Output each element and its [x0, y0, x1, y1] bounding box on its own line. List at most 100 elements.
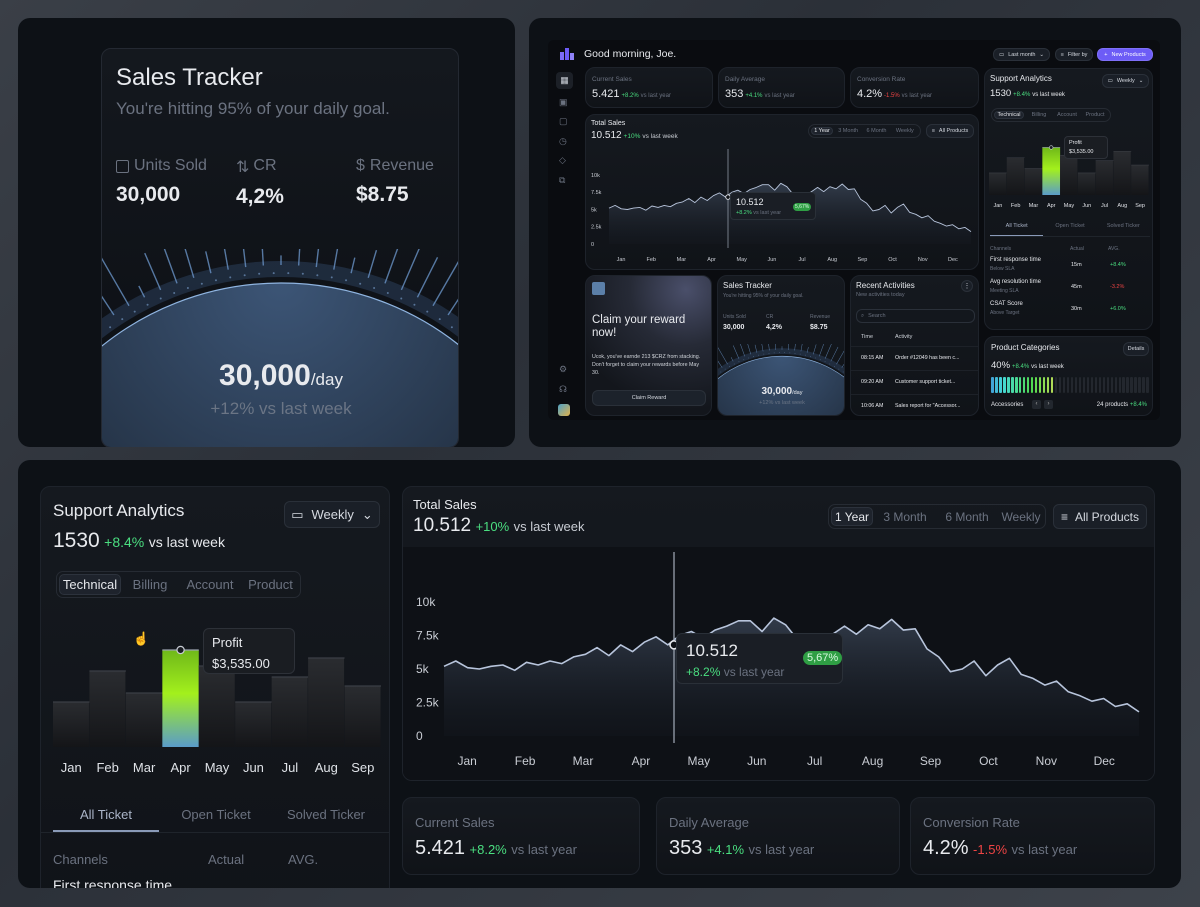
tab-billing[interactable]: Billing	[132, 577, 168, 592]
activity-time: 09:20 AM	[861, 379, 884, 385]
filter-by-button[interactable]: ≡ Filter by	[1055, 48, 1093, 61]
sidebar-inbox-icon[interactable]: ▢	[559, 116, 568, 126]
tab-all-ticket[interactable]: All Ticket	[990, 223, 1044, 236]
row-name: First response time	[990, 257, 1042, 263]
activity-search-input[interactable]: ⌕ Search	[856, 309, 975, 323]
gauge-dot	[804, 354, 806, 356]
gauge-dot	[133, 310, 136, 313]
weekly-label: Weekly	[1116, 78, 1135, 84]
tab-1-year[interactable]: 1 Year	[831, 507, 873, 526]
tooltip-change: +8.2%	[686, 665, 721, 679]
gauge-dot	[109, 326, 112, 329]
tab-account[interactable]: Account	[186, 577, 234, 592]
x-tick-label: Apr	[1047, 203, 1056, 209]
sidebar-settings-icon[interactable]: ⚙	[559, 364, 568, 374]
x-tick-label: Apr	[632, 754, 651, 768]
tab-3-month[interactable]: 3 Month	[838, 128, 859, 134]
filter-icon: ≡	[931, 128, 935, 134]
prev-category-button[interactable]: ‹	[1032, 400, 1041, 409]
search-placeholder: Search	[868, 313, 886, 319]
last-month-dropdown[interactable]: ▭ Last month ⌄	[993, 48, 1050, 61]
x-tick-label: Dec	[948, 257, 958, 263]
all-products-label: All Products	[1074, 509, 1140, 524]
tab-product[interactable]: Product	[1085, 112, 1105, 118]
tab-1-year[interactable]: 1 Year	[811, 127, 833, 135]
filter-by-label: Filter by	[1067, 51, 1088, 58]
daily-value: 30,000/day	[102, 359, 458, 393]
tab-weekly[interactable]: Weekly	[1001, 509, 1041, 524]
chevron-down-icon: ⌄	[1039, 51, 1045, 58]
category-suffix: vs last week	[1031, 364, 1064, 370]
support-tabs: Technical Billing Account Product	[56, 571, 301, 598]
support-change: +8.4%	[104, 534, 145, 550]
tab-solved-ticket[interactable]: Solved Ticker	[286, 807, 366, 822]
sidebar-clock-icon[interactable]: ◷	[559, 136, 567, 146]
sidebar-analytics-icon[interactable]: ▣	[559, 97, 568, 107]
tab-all-ticket[interactable]: All Ticket	[53, 807, 159, 832]
activity-row[interactable]: 09:20 AM Customer support ticket...	[851, 370, 978, 394]
tab-product[interactable]: Product	[248, 577, 293, 592]
tab-6-month[interactable]: 6 Month	[945, 509, 989, 524]
tab-billing[interactable]: Billing	[1031, 112, 1047, 118]
tab-6-month[interactable]: 6 Month	[866, 128, 887, 134]
gauge-dot	[743, 359, 745, 361]
bar-jun	[235, 702, 272, 747]
progress-segment	[1046, 377, 1050, 393]
stat-line: 4.2% -1.5% vs last year	[857, 88, 932, 100]
claim-reward-button[interactable]: Claim Reward	[592, 390, 706, 406]
support-suffix: vs last week	[1032, 92, 1065, 98]
tab-weekly[interactable]: Weekly	[895, 128, 914, 134]
tooltip-label: Profit	[212, 635, 243, 650]
gauge-tick	[144, 252, 162, 291]
total-sales-suffix: vs last week	[642, 133, 678, 140]
avatar[interactable]	[558, 404, 570, 416]
metric-value: 4,2%	[766, 324, 782, 331]
all-products-button[interactable]: ≡ All Products	[926, 124, 974, 138]
gauge-tick	[841, 363, 844, 368]
gift-icon	[592, 282, 605, 295]
activity-row[interactable]: 08:15 AM Order #12049 has been c...	[851, 346, 978, 370]
y-tick-label: 0	[416, 729, 423, 743]
support-change: +8.4%	[1013, 92, 1031, 98]
tab-3-month[interactable]: 3 Month	[883, 509, 927, 524]
weekly-dropdown[interactable]: ▭ Weekly ⌄	[1102, 74, 1149, 88]
progress-segment	[1054, 377, 1058, 393]
weekly-dropdown[interactable]: ▭ Weekly ⌄	[284, 501, 380, 528]
gauge-dot	[733, 363, 735, 365]
tab-account[interactable]: Account	[1057, 112, 1077, 118]
tab-open-ticket[interactable]: Open Ticket	[1055, 223, 1085, 229]
metric-label: Revenue	[810, 314, 831, 320]
details-button[interactable]: Details	[1123, 342, 1149, 356]
dashboard: ▦ ▣ ▢ ◷ ◇ ⧉ ⚙ ☊ Good morning, Joe. ▭ Last…	[548, 40, 1160, 420]
total-sales-value-line: 10.512 +10% vs last week	[413, 515, 584, 537]
stat-change: -1.5%	[884, 93, 900, 99]
tooltip-value: $3,535.00	[1069, 149, 1094, 155]
gauge-tick	[138, 285, 146, 298]
gauge-dot	[753, 356, 755, 357]
new-products-button[interactable]: + New Products	[1097, 48, 1153, 61]
col-avg: AVG.	[288, 852, 319, 867]
sidebar-dashboard-icon[interactable]: ▦	[556, 72, 573, 89]
next-category-button[interactable]: ›	[1044, 400, 1053, 409]
sidebar-tag-icon[interactable]: ◇	[559, 155, 566, 165]
ticket-tabs: All Ticket Open Ticket Solved Ticker	[41, 807, 389, 833]
activity-row[interactable]: 10:06 AM Sales report for "Accessor...	[851, 394, 978, 415]
more-options-button[interactable]: ⋮	[961, 280, 973, 292]
total-sales-value-line: 10.512 +10% vs last week	[591, 130, 678, 141]
tab-technical[interactable]: Technical	[994, 111, 1024, 119]
sidebar-copy-icon[interactable]: ⧉	[559, 175, 566, 185]
progress-segment	[1038, 377, 1042, 393]
all-products-button[interactable]: ≡ All Products	[1053, 504, 1147, 529]
support-title: Support Analytics	[53, 501, 185, 520]
gauge-tick	[432, 261, 458, 307]
tab-solved-ticket[interactable]: Solved Ticker	[1106, 223, 1140, 229]
gauge-tick	[223, 249, 229, 270]
progress-segment	[1122, 377, 1126, 393]
gauge-dot	[301, 272, 304, 275]
gauge-tick	[184, 249, 195, 278]
metric-label: CR	[766, 314, 774, 320]
tab-technical[interactable]: Technical	[59, 574, 121, 595]
y-tick-label: 2.5k	[416, 696, 440, 710]
tab-open-ticket[interactable]: Open Ticket	[181, 807, 251, 822]
sidebar-support-icon[interactable]: ☊	[559, 384, 567, 394]
